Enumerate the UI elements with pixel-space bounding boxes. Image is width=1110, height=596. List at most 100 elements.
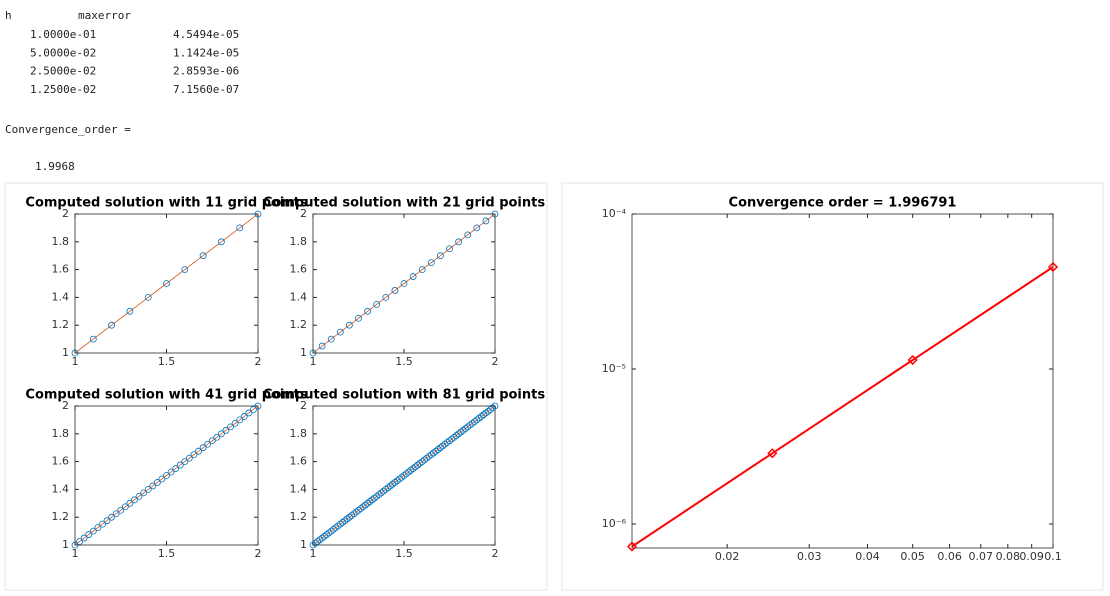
marker [452,432,460,439]
y-tick-label: 2 [62,207,69,220]
marker [112,510,120,518]
y-tick-label: 1.2 [290,318,308,331]
x-tick-label: 2 [492,547,499,560]
line [74,405,259,546]
chart-title: Computed solution with 81 grid points [263,388,545,403]
marker [318,342,326,350]
x-tick-label: 1 [72,355,79,368]
marker [240,413,248,420]
marker [398,473,406,481]
marker [466,421,474,429]
x-tick-label: 2 [255,355,262,368]
marker [126,307,134,315]
marker [144,485,152,493]
table-cell: 1.0000e-01 [30,28,96,41]
chart-title: Convergence order = 1.996791 [729,196,957,211]
marker [391,287,399,294]
marker [482,217,490,225]
marker [185,454,193,462]
marker [231,419,239,427]
marker [464,231,472,239]
console-value: 1.9968 [35,160,75,173]
table-cell: 2.5000e-02 [30,65,96,78]
marker [76,538,83,545]
marker [411,463,419,471]
x-tick-label: 2 [255,547,262,560]
marker [250,406,257,413]
marker [400,472,408,479]
column-header: maxerror [78,9,131,22]
marker [462,425,469,432]
marker [327,527,335,535]
marker [158,475,166,483]
y-tick-label: 1.8 [52,235,70,248]
marker [309,349,317,357]
marker [907,354,918,366]
marker [320,532,328,540]
marker [427,259,435,267]
marker [430,449,437,457]
table-cell: 2.8593e-06 [173,65,239,78]
y-tick-label: 10⁻⁶ [602,517,627,530]
marker [236,224,244,232]
marker [436,252,444,260]
marker [767,448,778,459]
marker [355,314,362,322]
marker [427,451,435,459]
table-cell: 1.1424e-05 [173,46,239,59]
y-tick-label: 1 [300,538,307,551]
marker [153,479,161,486]
marker [199,252,207,260]
marker [402,470,410,478]
marker [455,238,463,246]
marker [176,461,184,469]
marker [323,531,331,538]
marker [343,515,351,523]
y-tick-label: 10⁻⁴ [602,207,627,220]
marker [336,328,344,336]
marker [94,524,102,532]
marker [377,489,385,497]
marker [389,480,397,488]
marker [480,411,488,419]
marker [364,499,372,507]
marker [393,477,401,485]
y-tick-label: 1.4 [52,290,70,303]
y-tick-label: 1.4 [290,290,308,303]
x-tick-label: 1.5 [158,547,176,560]
x-tick-label: 0.02 [715,550,740,563]
marker [131,496,138,504]
y-tick-label: 1.4 [52,482,70,495]
axes-box [631,213,1054,549]
marker [405,468,412,476]
marker [373,300,381,308]
marker [418,266,426,274]
x-tick-label: 1.5 [395,355,413,368]
marker [348,512,356,519]
y-tick-label: 10⁻⁵ [602,362,626,375]
marker [121,503,129,511]
marker [450,433,458,441]
marker [473,416,481,424]
y-tick-label: 1.8 [290,427,308,440]
marker [423,454,431,462]
marker [459,426,467,434]
line [312,213,496,354]
marker [314,538,321,545]
marker [89,335,97,343]
marker [443,439,451,446]
marker [489,404,497,412]
marker [336,520,344,528]
y-tick-label: 1.2 [290,510,308,523]
marker [425,452,433,460]
x-tick-label: 0.08 [996,550,1021,563]
marker [108,321,115,329]
table-cell: 4.5494e-05 [173,28,239,41]
marker [386,482,394,490]
marker [204,440,212,448]
marker [330,525,337,533]
y-tick-label: 1.6 [52,455,70,468]
marker [117,506,125,514]
column-header: h [5,9,12,22]
